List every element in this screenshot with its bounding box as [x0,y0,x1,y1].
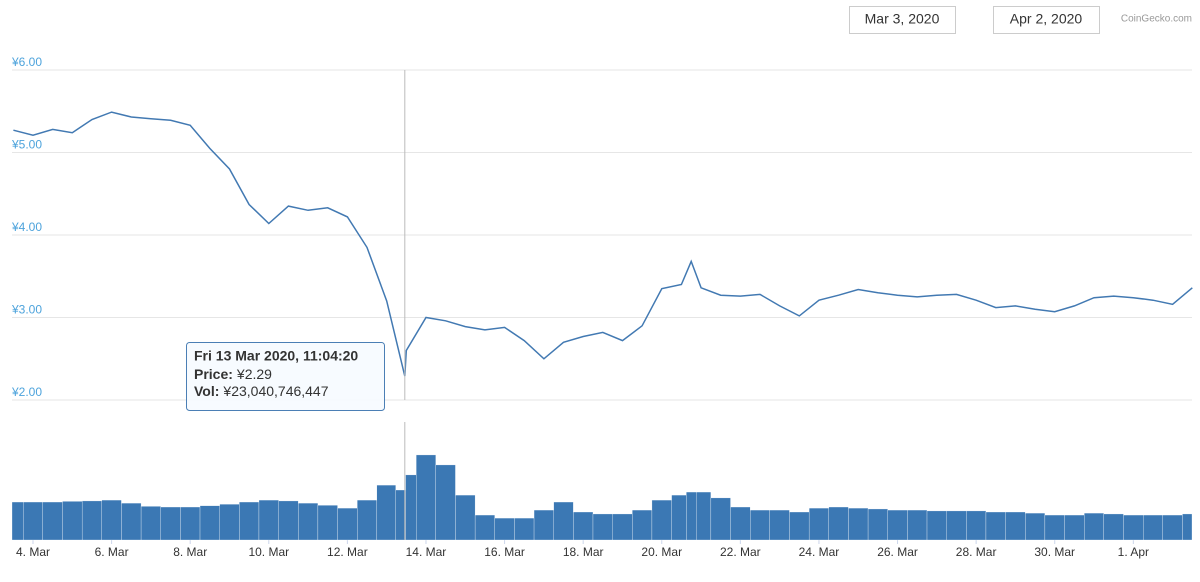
volume-bar [710,497,731,541]
x-tick-label: 28. Mar [956,545,997,559]
volume-bar [81,500,102,541]
volume-bar [62,501,83,541]
tooltip-value: ¥23,040,746,447 [222,383,328,399]
volume-bar [828,506,849,541]
y-tick-label: ¥5.00 [11,138,42,152]
volume-bar [435,464,456,541]
tooltip-label: Price: [194,366,233,382]
end-date-box[interactable] [993,6,1100,34]
x-tick-label: 20. Mar [641,545,682,559]
y-tick-label: ¥3.00 [11,303,42,317]
price-line [13,111,1193,377]
x-tick-label: 1. Apr [1118,545,1149,559]
volume-bar [317,505,338,541]
volume-bar [592,513,613,541]
volume-bar [474,514,495,541]
volume-bar [1143,514,1163,541]
volume-bar [907,509,928,541]
volume-bar [405,474,417,541]
volume-bar [671,494,687,541]
volume-bar [651,499,672,541]
x-tick-label: 8. Mar [173,545,207,559]
volume-bar [553,501,574,541]
end-date[interactable]: Apr 2, 2020 [1010,11,1083,27]
volume-bar [1162,514,1183,541]
y-tick-label: ¥6.00 [11,55,42,69]
volume-bar [533,509,554,541]
volume-bar [23,501,43,541]
volume-bar [239,501,260,541]
volume-bar [730,506,751,541]
x-tick-label: 16. Mar [484,545,525,559]
volume-bar [1084,512,1105,541]
volume-bar [357,499,378,541]
x-tick-label: 4. Mar [16,545,50,559]
volume-bar [1025,512,1046,541]
y-tick-label: ¥2.00 [11,385,42,399]
volume-bar [612,513,633,541]
volume-bar [258,499,279,541]
volume-bar [514,517,535,541]
volume-bar [1182,513,1193,541]
tooltip-item: Vol: ¥23,040,746,447 [194,383,329,399]
volume-bar [789,511,810,541]
start-date-box[interactable] [849,6,956,34]
volume-bar [1064,514,1085,541]
tooltip-label: Vol: [194,383,219,399]
volume-bar [695,491,712,541]
x-tick-label: 18. Mar [563,545,604,559]
x-tick-label: 12. Mar [327,545,368,559]
volume-bar [298,502,319,541]
x-tick-label: 30. Mar [1034,545,1075,559]
start-date[interactable]: Mar 3, 2020 [865,11,940,27]
x-tick-label: 22. Mar [720,545,761,559]
volume-bar [867,508,888,541]
volume-bar [926,510,947,541]
volume-bar [199,505,220,541]
volume-bar [455,494,476,541]
volume-bar [278,500,299,541]
volume-bar [42,501,63,541]
tooltip-value: ¥2.29 [236,366,272,382]
volume-bar [750,509,770,541]
volume-bar [121,502,142,541]
volume-bar [686,491,697,541]
x-tick-label: 6. Mar [95,545,129,559]
volume-bar [180,506,201,541]
volume-bar [395,489,406,541]
volume-bar [966,510,987,541]
volume-bar [573,511,594,541]
tooltip-box [186,342,385,411]
x-tick-label: 10. Mar [248,545,289,559]
volume-bar [1005,511,1026,541]
volume-bar [160,506,181,541]
y-tick-label: ¥4.00 [11,220,42,234]
volume-bar [416,454,436,541]
volume-bar [140,506,161,541]
tooltip-title: Fri 13 Mar 2020, 11:04:20 [194,348,358,364]
volume-bar [769,509,790,541]
credit[interactable]: CoinGecko.com [1121,14,1192,25]
volume-bar [376,484,396,541]
volume-bar [946,510,967,541]
volume-bar [632,509,653,541]
x-tick-label: 14. Mar [406,545,447,559]
volume-bar [1103,513,1124,541]
volume-bar [219,504,240,541]
x-tick-label: 24. Mar [799,545,840,559]
volume-bar [985,511,1006,541]
volume-bar [337,507,358,541]
volume-bar [1044,514,1065,541]
volume-bar [808,507,829,541]
volume-bar [494,517,515,541]
volume-bar [1123,514,1144,541]
tooltip-item: Price: ¥2.29 [194,366,272,382]
x-tick-label: 26. Mar [877,545,918,559]
volume-bar [887,509,908,541]
volume-bar [101,499,122,541]
volume-bar [11,501,24,541]
volume-bar [848,507,869,541]
